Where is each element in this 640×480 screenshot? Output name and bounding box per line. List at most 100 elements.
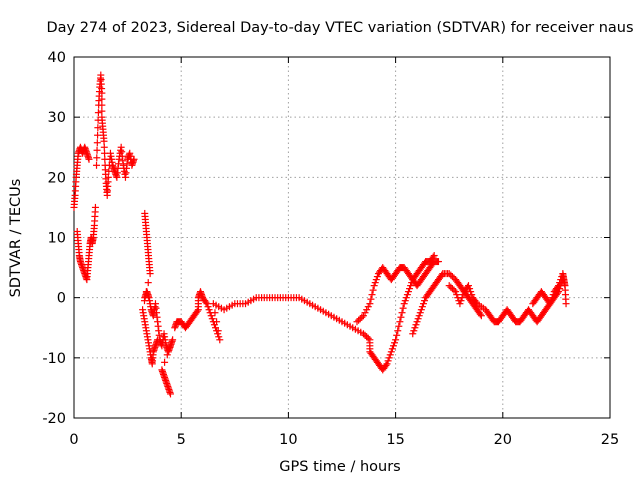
data-point: [93, 139, 101, 147]
y-tick-label: -10: [42, 351, 66, 367]
data-point: [363, 306, 371, 314]
data-point: [397, 313, 405, 321]
data-point: [412, 321, 420, 329]
data-point: [448, 273, 456, 281]
data-point: [358, 313, 366, 321]
data-point: [364, 334, 372, 342]
data-point: [413, 318, 421, 326]
data-point: [434, 258, 442, 266]
data-point: [457, 297, 465, 305]
data-point: [468, 291, 476, 299]
data-point: [100, 137, 108, 145]
data-point: [100, 143, 108, 151]
data-point: [94, 124, 102, 132]
data-point: [477, 312, 485, 320]
data-point: [386, 351, 394, 359]
x-tick-label: 15: [386, 432, 404, 448]
data-point: [452, 288, 460, 296]
data-point: [396, 318, 404, 326]
data-point: [93, 154, 101, 162]
data-point: [367, 295, 375, 303]
data-points: [70, 71, 570, 398]
y-tick-label: -20: [42, 411, 66, 427]
data-point: [391, 339, 399, 347]
data-point: [368, 291, 376, 299]
data-point: [419, 300, 427, 308]
data-point: [414, 315, 422, 323]
data-point: [166, 390, 174, 398]
data-point: [395, 322, 403, 330]
data-point: [447, 271, 455, 279]
data-point: [373, 273, 381, 281]
data-point: [361, 331, 369, 339]
data-point: [418, 303, 426, 311]
data-point: [369, 286, 377, 294]
data-point: [406, 285, 414, 293]
data-point: [403, 291, 411, 299]
data-point: [202, 298, 210, 306]
data-point: [207, 312, 215, 320]
data-point: [166, 343, 174, 351]
data-point: [398, 309, 406, 317]
data-point: [399, 304, 407, 312]
data-point: [553, 283, 561, 291]
data-point: [407, 282, 415, 290]
grid-lines: [74, 57, 610, 418]
data-point: [372, 276, 380, 284]
x-tick-label: 0: [69, 432, 78, 448]
data-point: [458, 294, 466, 302]
data-point: [169, 336, 177, 344]
y-tick-label: 10: [48, 231, 66, 247]
data-point: [392, 336, 400, 344]
data-point: [204, 303, 212, 311]
data-point: [389, 342, 397, 350]
data-point: [361, 309, 369, 317]
data-point: [98, 95, 106, 103]
data-point: [445, 270, 453, 278]
x-tick-label: 20: [494, 432, 512, 448]
data-point: [383, 360, 391, 368]
data-point: [161, 358, 169, 366]
data-point: [472, 298, 480, 306]
x-axis-label: GPS time / hours: [279, 459, 400, 475]
data-point: [467, 288, 475, 296]
data-point: [144, 279, 152, 287]
chart-title: Day 274 of 2023, Sidereal Day-to-day VTE…: [46, 20, 633, 36]
data-point: [384, 357, 392, 365]
data-point: [415, 312, 423, 320]
data-point: [356, 315, 364, 323]
data-point: [130, 155, 138, 163]
data-point: [429, 253, 437, 261]
data-point: [208, 315, 216, 323]
data-point: [382, 361, 390, 369]
data-point: [105, 167, 113, 175]
data-point: [359, 330, 367, 338]
x-tick-label: 5: [177, 432, 186, 448]
data-point: [430, 252, 438, 260]
data-point: [453, 291, 461, 299]
data-point: [400, 300, 408, 308]
data-point: [370, 282, 378, 290]
data-point: [98, 89, 106, 97]
data-point: [104, 173, 112, 181]
data-point: [98, 107, 106, 115]
y-tick-label: 40: [48, 50, 66, 66]
data-point: [411, 324, 419, 332]
data-point: [448, 285, 456, 293]
data-point: [421, 297, 429, 305]
data-point: [401, 297, 409, 305]
data-point: [549, 291, 557, 299]
data-point: [547, 297, 555, 305]
data-point: [393, 331, 401, 339]
y-tick-label: 20: [48, 170, 66, 186]
data-point: [546, 300, 554, 308]
data-point: [213, 318, 221, 326]
y-axis-label: SDTVAR / TECUs: [8, 179, 24, 298]
data-point: [385, 354, 393, 362]
data-point: [555, 282, 563, 290]
data-point: [211, 309, 219, 317]
data-point: [94, 109, 102, 117]
data-point: [387, 348, 395, 356]
data-point: [548, 294, 556, 302]
data-point: [402, 294, 410, 302]
